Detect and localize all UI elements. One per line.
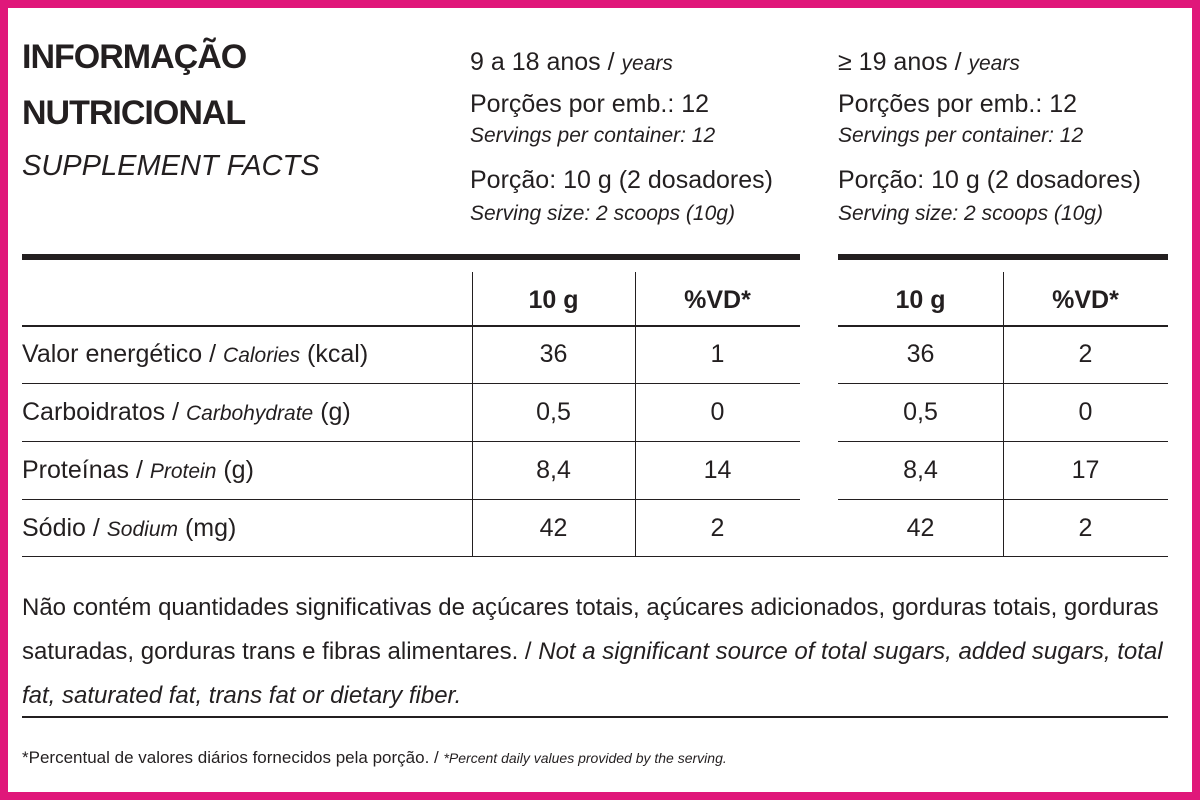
age-en: years [968,52,1020,75]
notes-pt: Não contém quantidades significativas de… [22,594,1159,665]
nutrient-label: Sódio / Sodium (mg) [22,514,236,543]
nutrient-unit: (kcal) [307,340,369,368]
nutrient-label: Carboidratos / Carbohydrate (g) [22,398,351,427]
cell-value: 0,5 [536,398,571,426]
notes: Não contém quantidades significativas de… [22,586,1182,718]
age-pt: ≥ 19 anos / [838,48,962,76]
servings-en: Servings per container: 12 [838,124,1084,147]
nutrient-en: Protein [149,460,217,483]
cell-value: 36 [539,340,568,368]
nutrient-unit: (g) [320,398,351,426]
nutrient-pt: Sódio / [22,514,100,542]
rule [635,272,636,556]
column-header: %VD* [1052,286,1119,314]
age: ≥ 19 anos / years [838,48,1020,77]
rule [22,556,1168,557]
subtitle: SUPPLEMENT FACTS [22,150,320,182]
cell-value: 42 [539,514,568,542]
rule [22,383,800,384]
servings-en: Servings per container: 12 [470,124,716,147]
footnote-en: *Percent daily values provided by the se… [443,750,727,766]
rule [22,499,800,500]
cell-value: 2 [1078,514,1093,542]
divider [22,716,1168,718]
title: NUTRICIONAL [22,94,246,132]
nutrient-pt: Carboidratos / [22,398,180,426]
cell-value: 8,4 [903,456,938,484]
nutrient-pt: Valor energético / [22,340,217,368]
cell-value: 0 [1078,398,1093,426]
footnote-pt: *Percentual de valores diários fornecido… [22,748,439,767]
nutrient-en: Sodium [106,518,178,541]
column-header: 10 g [895,286,946,314]
notes-en: Not a significant source of total sugars… [22,638,1163,709]
age: 9 a 18 anos / years [470,48,673,77]
rule [22,441,800,442]
portion: Porção: 10 g (2 dosadores) [470,166,773,194]
nutrient-label: Proteínas / Protein (g) [22,456,254,485]
cell-value: 42 [906,514,935,542]
portion-en: Serving size: 2 scoops (10g) [838,202,1103,225]
column-header: %VD* [684,286,751,314]
footnote: *Percentual de valores diários fornecido… [22,748,727,768]
nutrient-en: Carbohydrate [185,402,314,425]
servings: Porções por emb.: 12 [470,90,710,118]
rule [472,272,473,556]
cell-value: 8,4 [536,456,571,484]
title: INFORMAÇÃO [22,38,247,76]
column-header: 10 g [528,286,579,314]
cell-value: 14 [703,456,732,484]
portion: Porção: 10 g (2 dosadores) [838,166,1141,194]
rule [1003,272,1004,556]
cell-value: 1 [710,340,725,368]
cell-value: 17 [1071,456,1100,484]
nutrient-unit: (mg) [184,514,237,542]
rule [22,325,800,327]
nutrient-en: Calories [223,344,301,367]
cell-value: 0,5 [903,398,938,426]
nutrient-pt: Proteínas / [22,456,143,484]
cell-value: 36 [906,340,935,368]
rule [838,254,1168,260]
cell-value: 2 [710,514,725,542]
nutrient-label: Valor energético / Calories (kcal) [22,340,368,369]
age-pt: 9 a 18 anos / [470,48,615,76]
rule [22,254,800,260]
nutrient-unit: (g) [223,456,254,484]
servings: Porções por emb.: 12 [838,90,1078,118]
cell-value: 0 [710,398,725,426]
cell-value: 2 [1078,340,1093,368]
age-en: years [621,52,673,75]
portion-en: Serving size: 2 scoops (10g) [470,202,735,225]
